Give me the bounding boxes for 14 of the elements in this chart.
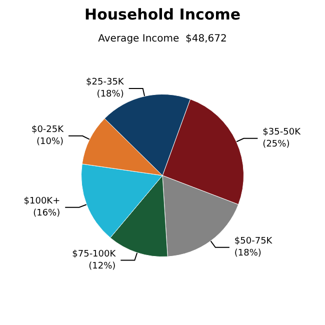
slice-label: $50-75K (234, 236, 274, 246)
data-label: (12%) (88, 261, 116, 272)
data-label: (18%) (96, 89, 124, 100)
chart-title: Household Income (84, 6, 240, 24)
slice-label: $100K+ (24, 196, 60, 206)
data-label: (16%) (33, 208, 60, 218)
slice-label: $0-25K (31, 124, 65, 135)
slice-label: $75-100K (72, 249, 117, 260)
data-label: (18%) (234, 248, 262, 258)
data-label: (25%) (262, 139, 290, 150)
data-label: (10%) (36, 136, 64, 147)
chart-subtitle: Average Income $48,672 (98, 34, 227, 44)
slice-label: $35-50K (262, 127, 302, 138)
slice-label: $25-35K (86, 77, 125, 88)
